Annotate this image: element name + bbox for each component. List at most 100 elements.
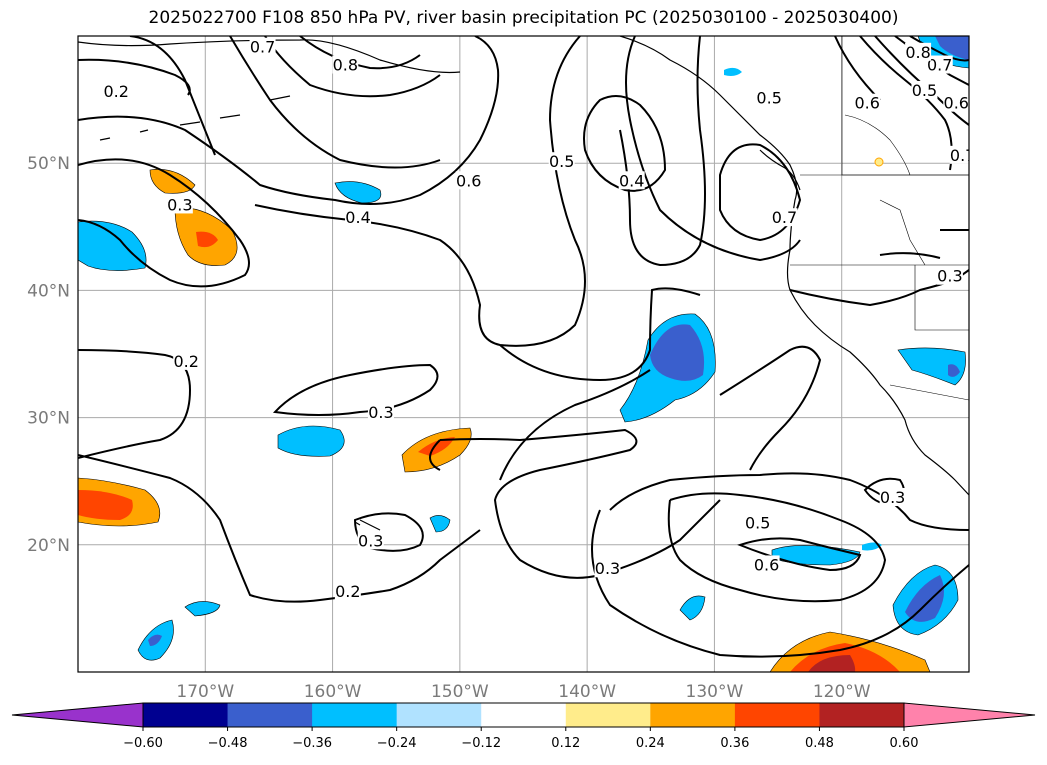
contour-label: 0.2 [103,82,128,101]
contour-label-bg [618,171,645,190]
colorbar: −0.60 −0.48 −0.36 −0.24 −0.12 0.12 0.24 0.36 0.4… [11,702,1036,751]
contour-label-bg [911,80,938,99]
colorbar-under-arrow [11,702,144,728]
map-title: 2025022700 F108 850 hPa PV, river basin … [148,8,899,28]
colorbar-tick-label: −0.48 [208,736,248,751]
contour-label: 0.5 [912,81,937,100]
map-frame [77,35,970,673]
colorbar-bin [565,703,651,727]
contour-label: 0.6 [944,94,969,113]
contour-label-bg [744,513,771,532]
contour-labels: 0.20.70.80.30.40.60.50.40.50.70.60.50.60… [103,37,975,601]
precip-negative-area [184,601,221,617]
colorbar-bin [312,703,398,727]
colorbar-bin [143,703,229,727]
contour-label-bg [854,93,881,112]
precip-negative-area [277,425,345,457]
contour-label: 0.7 [772,208,797,227]
precip-positive-area [418,437,455,456]
colorbar-tick-label: 0.24 [636,736,665,751]
latitude-labels: 50°N 40°N 30°N 20°N [27,154,70,556]
longitude-tick-label: 150°W [431,682,489,702]
contour-label-bg [926,55,953,74]
precip-negative-area [897,347,966,386]
precip-positive-area [874,157,884,167]
colorbar-tick-label: 0.12 [551,736,580,751]
contour-label-bg [879,488,906,507]
longitude-tick-label: 170°W [176,682,234,702]
precip-negative-area [948,364,960,377]
contour-label-bg [455,171,482,190]
contour-label: 0.8 [905,43,930,62]
precip-negative-area [78,220,147,271]
contour-label-bg [756,88,783,107]
colorbar-tick-label: 0.60 [890,736,919,751]
colorbar-bin [481,703,567,727]
contour-label: 0.4 [619,171,644,190]
contour-label: 0.4 [345,208,370,227]
contour-label: 0.7 [950,146,975,165]
contour-label: 0.2 [335,582,360,601]
colorbar-bin [227,703,313,727]
contour-label-bg [249,37,276,56]
longitude-tick-label: 120°W [813,682,871,702]
colorbar-tick-label: −0.36 [292,736,332,751]
coastlines [78,36,969,531]
precip-negative-area [905,575,944,622]
contour-label-bg [594,559,621,578]
contour-label-bg [943,93,969,112]
precip-positive-area [196,231,218,248]
colorbar-bin [650,703,736,727]
contour-label: 0.7 [250,38,275,57]
contour-label-bg [173,351,200,370]
contour-label: 0.3 [595,559,620,578]
longitude-tick-label: 130°W [686,682,744,702]
contour-label-bg [103,82,130,101]
contour-label: 0.5 [745,513,770,532]
longitude-labels: 170°W 160°W 150°W 140°W 130°W 120°W [176,682,870,702]
contour-label-bg [753,555,780,574]
colorbar-bin [396,703,482,727]
contour-label: 0.3 [937,267,962,286]
contour-label-bg [905,42,932,61]
contour-label-bg [357,531,384,550]
contour-label: 0.2 [173,352,198,371]
colorbar-bin [734,703,820,727]
latitude-tick-label: 20°N [27,536,70,556]
precip-negative-area [650,324,705,381]
contour-label-bg [771,208,798,227]
contour-label: 0.3 [880,488,905,507]
precip-negative-area [429,515,451,533]
contour-label: 0.8 [333,56,358,75]
colorbar-tick-label: −0.12 [461,736,501,751]
contour-label: 0.6 [456,171,481,190]
contour-label-bg [332,55,359,74]
contour-label-bg [936,266,963,285]
colorbar-tick-label: −0.24 [377,736,417,751]
latitude-tick-label: 40°N [27,281,70,301]
precip-positive-area [78,490,133,520]
precip-positive-area [808,655,856,672]
borders [790,36,969,401]
contour-label: 0.3 [368,403,393,422]
contour-label: 0.3 [167,195,192,214]
precip-negative-area [334,181,382,204]
colorbar-frame [142,702,905,728]
precip-positive-area [149,169,196,194]
colorbar-over-arrow [903,702,1036,728]
map-area [78,36,969,672]
colorbar-bin [819,703,905,727]
colorbar-tick-label: 0.48 [805,736,834,751]
contour-label-bg [345,208,372,227]
longitude-tick-label: 160°W [304,682,362,702]
contour-label-bg [548,152,575,171]
colorbar-tick-label: 0.36 [720,736,749,751]
contour-label-bg [949,145,969,164]
precip-negative-area [935,36,969,60]
contour-label-bg [334,582,361,601]
precip-negative-area [679,595,706,621]
contour-label-bg [166,195,193,214]
contour-label-bg [367,402,394,421]
precip-negative-area [724,67,742,76]
